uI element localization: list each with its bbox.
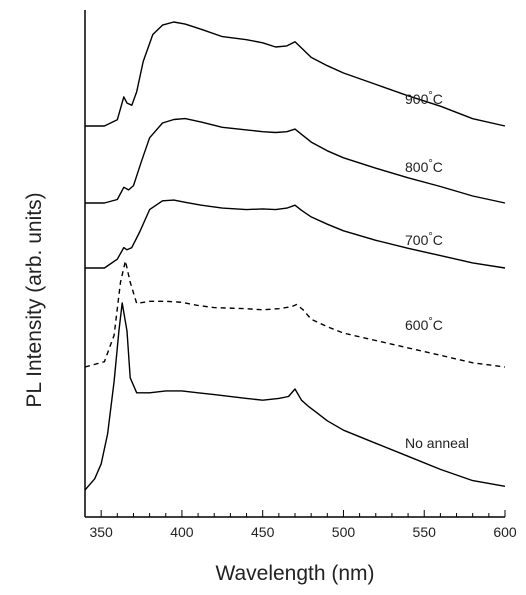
series-label: 700°C bbox=[405, 231, 443, 248]
series-label: 800°C bbox=[405, 158, 443, 175]
x-tick-label: 550 bbox=[413, 524, 437, 540]
x-tick-label: 400 bbox=[170, 524, 194, 540]
series-label: No anneal bbox=[405, 435, 469, 451]
chart-curves bbox=[84, 21, 506, 491]
x-tick-label: 500 bbox=[332, 524, 356, 540]
chart-series-labels: 900°C 800°C 700°C 600°C No anneal bbox=[405, 90, 469, 451]
series-line bbox=[85, 21, 506, 127]
x-axis-label: Wavelength (nm) bbox=[215, 562, 374, 585]
series-line bbox=[84, 302, 506, 491]
x-tick-label: 350 bbox=[89, 524, 113, 540]
series-label: 900°C bbox=[405, 90, 443, 107]
series-line bbox=[85, 117, 506, 204]
x-tick-label: 450 bbox=[251, 524, 275, 540]
series-line bbox=[85, 199, 506, 269]
chart-axes: 350 400 450 500 550 600 bbox=[84, 10, 517, 540]
series-line bbox=[84, 260, 506, 368]
y-axis-label: PL Intensity (arb. units) bbox=[23, 192, 46, 407]
series-label: 600°C bbox=[405, 316, 443, 333]
x-tick-label: 600 bbox=[493, 524, 517, 540]
